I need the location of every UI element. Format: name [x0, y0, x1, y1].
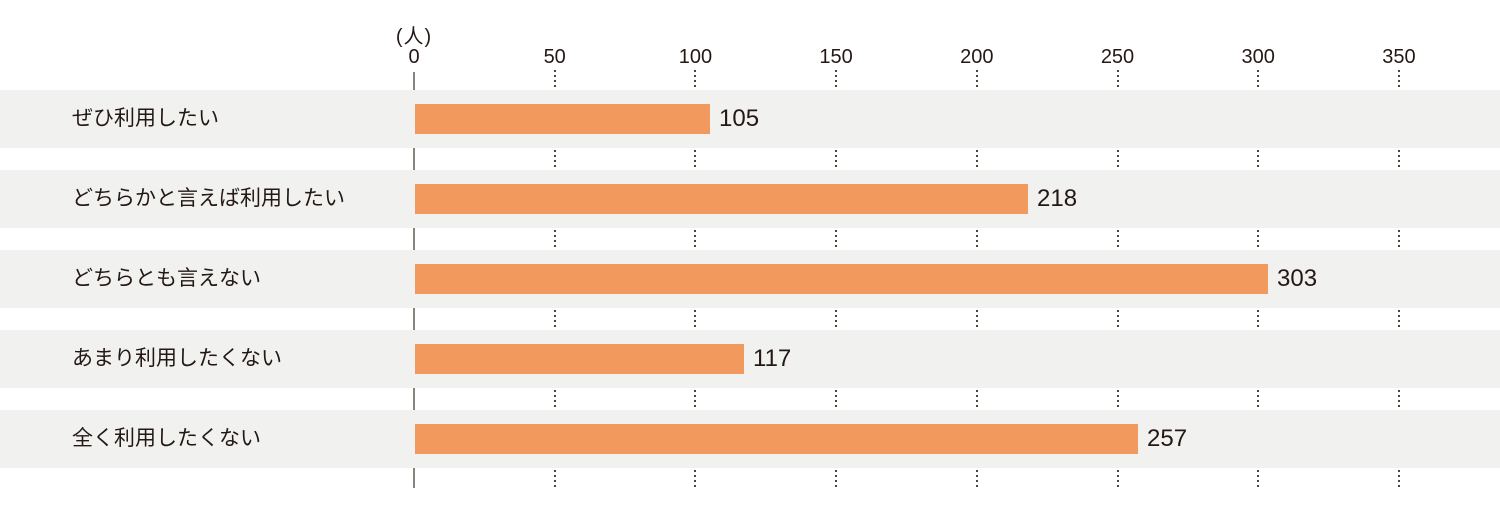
- dotted-gridline-segment: [553, 230, 556, 248]
- dotted-gridline-segment: [1257, 390, 1260, 408]
- dotted-gridline-segment: [694, 70, 697, 88]
- dotted-gridline-segment: [1257, 230, 1260, 248]
- bar-value-label: 218: [1037, 185, 1078, 212]
- category-label: どちらかと言えば利用したい: [72, 187, 345, 210]
- bar-value-label: 257: [1147, 425, 1188, 452]
- bar: [415, 264, 1268, 294]
- dotted-gridline-segment: [1116, 230, 1119, 248]
- category-label: ぜひ利用したい: [72, 107, 219, 130]
- dotted-gridline-segment: [553, 310, 556, 328]
- axis-unit-label: (人): [395, 26, 433, 48]
- dotted-gridline-segment: [694, 310, 697, 328]
- row-band: [0, 90, 1500, 148]
- x-tick-label: 250: [1100, 46, 1135, 68]
- category-label: 全く利用したくない: [72, 427, 261, 450]
- dotted-gridline-segment: [553, 150, 556, 168]
- dotted-gridline-segment: [835, 470, 838, 488]
- dotted-gridline-segment: [694, 150, 697, 168]
- category-label: あまり利用したくない: [72, 347, 282, 370]
- dotted-gridline-segment: [1116, 310, 1119, 328]
- x-tick-label: 200: [960, 46, 994, 68]
- bar: [415, 104, 710, 134]
- dotted-gridline-segment: [835, 310, 838, 328]
- dotted-gridline-segment: [835, 230, 838, 248]
- dotted-gridline-segment: [975, 150, 978, 168]
- dotted-gridline-segment: [553, 70, 556, 88]
- dotted-gridline-segment: [1397, 230, 1400, 248]
- dotted-gridline-segment: [975, 470, 978, 488]
- dotted-gridline-segment: [975, 310, 978, 328]
- dotted-gridline-segment: [975, 70, 978, 88]
- row-band: [0, 330, 1500, 388]
- dotted-gridline-segment: [1257, 470, 1260, 488]
- x-tick-label: 350: [1382, 46, 1416, 68]
- dotted-gridline-segment: [694, 230, 697, 248]
- bar: [415, 344, 744, 374]
- dotted-gridline-segment: [975, 230, 978, 248]
- dotted-gridline-segment: [1116, 390, 1119, 408]
- dotted-gridline-segment: [1257, 310, 1260, 328]
- dotted-gridline-segment: [1257, 150, 1260, 168]
- x-tick-label: 50: [543, 46, 566, 68]
- x-tick-label: 0: [408, 46, 420, 68]
- dotted-gridline-segment: [1116, 150, 1119, 168]
- dotted-gridline-segment: [694, 470, 697, 488]
- dotted-gridline-segment: [1397, 470, 1400, 488]
- dotted-gridline-segment: [1397, 390, 1400, 408]
- x-tick-label: 300: [1241, 46, 1275, 68]
- dotted-gridline-segment: [835, 390, 838, 408]
- dotted-gridline-segment: [835, 70, 838, 88]
- dotted-gridline-segment: [835, 150, 838, 168]
- category-label: どちらとも言えない: [72, 267, 261, 290]
- dotted-gridline-segment: [975, 390, 978, 408]
- bar-value-label: 117: [753, 345, 792, 372]
- bar: [415, 424, 1138, 454]
- dotted-gridline-segment: [1397, 70, 1400, 88]
- bar: [415, 184, 1028, 214]
- x-tick-label: 100: [678, 46, 713, 68]
- dotted-gridline-segment: [1116, 470, 1119, 488]
- dotted-gridline-segment: [694, 390, 697, 408]
- x-tick-label: 150: [819, 46, 853, 68]
- dotted-gridline-segment: [1397, 150, 1400, 168]
- dotted-gridline-segment: [553, 390, 556, 408]
- bar-value-label: 303: [1277, 265, 1318, 292]
- bar-value-label: 105: [719, 105, 760, 132]
- dotted-gridline-segment: [1257, 70, 1260, 88]
- dotted-gridline-segment: [1397, 310, 1400, 328]
- dotted-gridline-segment: [553, 470, 556, 488]
- dotted-gridline-segment: [1116, 70, 1119, 88]
